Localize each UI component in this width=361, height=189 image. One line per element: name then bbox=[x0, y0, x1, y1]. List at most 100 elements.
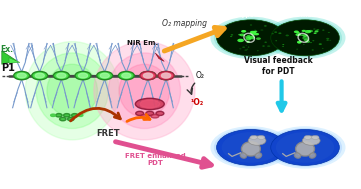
Circle shape bbox=[255, 33, 259, 35]
Circle shape bbox=[275, 40, 277, 41]
Circle shape bbox=[97, 71, 113, 80]
Circle shape bbox=[312, 49, 314, 50]
Circle shape bbox=[305, 30, 311, 33]
Polygon shape bbox=[2, 51, 16, 64]
Circle shape bbox=[53, 71, 69, 80]
Ellipse shape bbox=[25, 42, 119, 140]
Circle shape bbox=[14, 71, 30, 80]
Circle shape bbox=[312, 135, 319, 139]
Ellipse shape bbox=[56, 114, 62, 117]
Circle shape bbox=[247, 49, 248, 50]
Circle shape bbox=[75, 71, 91, 80]
Circle shape bbox=[300, 34, 304, 36]
Circle shape bbox=[237, 39, 244, 42]
Text: FRET enhanced
PDT: FRET enhanced PDT bbox=[125, 153, 186, 166]
Circle shape bbox=[253, 39, 255, 40]
Circle shape bbox=[214, 18, 288, 57]
Ellipse shape bbox=[140, 100, 160, 108]
Circle shape bbox=[286, 35, 289, 36]
Circle shape bbox=[276, 132, 334, 163]
Ellipse shape bbox=[296, 142, 314, 156]
Circle shape bbox=[310, 42, 312, 43]
Ellipse shape bbox=[136, 111, 144, 115]
Ellipse shape bbox=[242, 142, 260, 156]
Circle shape bbox=[304, 39, 309, 41]
Circle shape bbox=[326, 40, 329, 41]
Text: NIR Em.: NIR Em. bbox=[127, 40, 158, 46]
Circle shape bbox=[161, 73, 171, 78]
Circle shape bbox=[214, 128, 288, 167]
Circle shape bbox=[246, 41, 250, 43]
Circle shape bbox=[217, 129, 285, 165]
Circle shape bbox=[230, 36, 232, 37]
Circle shape bbox=[57, 73, 66, 78]
Circle shape bbox=[143, 73, 153, 78]
Circle shape bbox=[296, 49, 298, 50]
Circle shape bbox=[308, 30, 313, 32]
Ellipse shape bbox=[94, 42, 195, 140]
Circle shape bbox=[272, 33, 274, 34]
Circle shape bbox=[251, 31, 252, 32]
Polygon shape bbox=[9, 58, 20, 63]
Circle shape bbox=[312, 40, 314, 41]
Ellipse shape bbox=[135, 98, 164, 110]
Circle shape bbox=[264, 42, 267, 43]
Circle shape bbox=[140, 71, 156, 80]
Circle shape bbox=[303, 37, 305, 38]
Ellipse shape bbox=[156, 111, 164, 115]
Circle shape bbox=[122, 73, 131, 78]
Ellipse shape bbox=[47, 64, 97, 117]
Circle shape bbox=[210, 17, 291, 59]
Circle shape bbox=[314, 30, 318, 33]
Circle shape bbox=[158, 71, 174, 80]
Circle shape bbox=[256, 37, 261, 40]
Text: ¹O₂: ¹O₂ bbox=[190, 98, 203, 107]
Ellipse shape bbox=[240, 153, 247, 158]
Circle shape bbox=[268, 18, 342, 57]
Circle shape bbox=[240, 33, 245, 36]
Circle shape bbox=[303, 44, 305, 45]
Circle shape bbox=[250, 135, 257, 139]
Circle shape bbox=[239, 48, 242, 49]
Text: O₂ mapping: O₂ mapping bbox=[162, 19, 206, 28]
Circle shape bbox=[254, 33, 258, 35]
Circle shape bbox=[17, 73, 26, 78]
Circle shape bbox=[329, 40, 331, 41]
Circle shape bbox=[242, 46, 245, 48]
Ellipse shape bbox=[151, 115, 159, 118]
Text: Normoxia: Normoxia bbox=[288, 13, 322, 18]
Circle shape bbox=[244, 49, 247, 51]
Ellipse shape bbox=[255, 153, 262, 158]
Circle shape bbox=[302, 36, 309, 40]
Circle shape bbox=[265, 17, 345, 59]
Circle shape bbox=[309, 31, 311, 32]
Circle shape bbox=[245, 36, 249, 38]
Ellipse shape bbox=[309, 153, 316, 158]
Text: P1: P1 bbox=[1, 63, 14, 73]
Circle shape bbox=[328, 32, 330, 33]
Circle shape bbox=[313, 28, 316, 30]
Circle shape bbox=[303, 34, 308, 37]
Circle shape bbox=[260, 29, 264, 31]
Circle shape bbox=[278, 33, 282, 34]
Circle shape bbox=[305, 40, 310, 43]
Circle shape bbox=[78, 73, 88, 78]
Circle shape bbox=[267, 45, 270, 47]
Circle shape bbox=[304, 135, 312, 139]
Circle shape bbox=[262, 45, 265, 47]
Circle shape bbox=[247, 35, 250, 37]
Circle shape bbox=[35, 73, 44, 78]
Circle shape bbox=[248, 36, 255, 39]
Ellipse shape bbox=[36, 53, 108, 129]
Text: O₂: O₂ bbox=[196, 71, 205, 80]
Circle shape bbox=[158, 71, 174, 80]
Circle shape bbox=[282, 46, 284, 47]
Circle shape bbox=[245, 37, 251, 40]
Ellipse shape bbox=[119, 64, 170, 117]
Circle shape bbox=[210, 126, 291, 169]
Circle shape bbox=[51, 114, 56, 117]
Circle shape bbox=[314, 32, 317, 34]
Ellipse shape bbox=[108, 53, 180, 129]
Circle shape bbox=[297, 32, 300, 33]
Circle shape bbox=[319, 43, 322, 45]
